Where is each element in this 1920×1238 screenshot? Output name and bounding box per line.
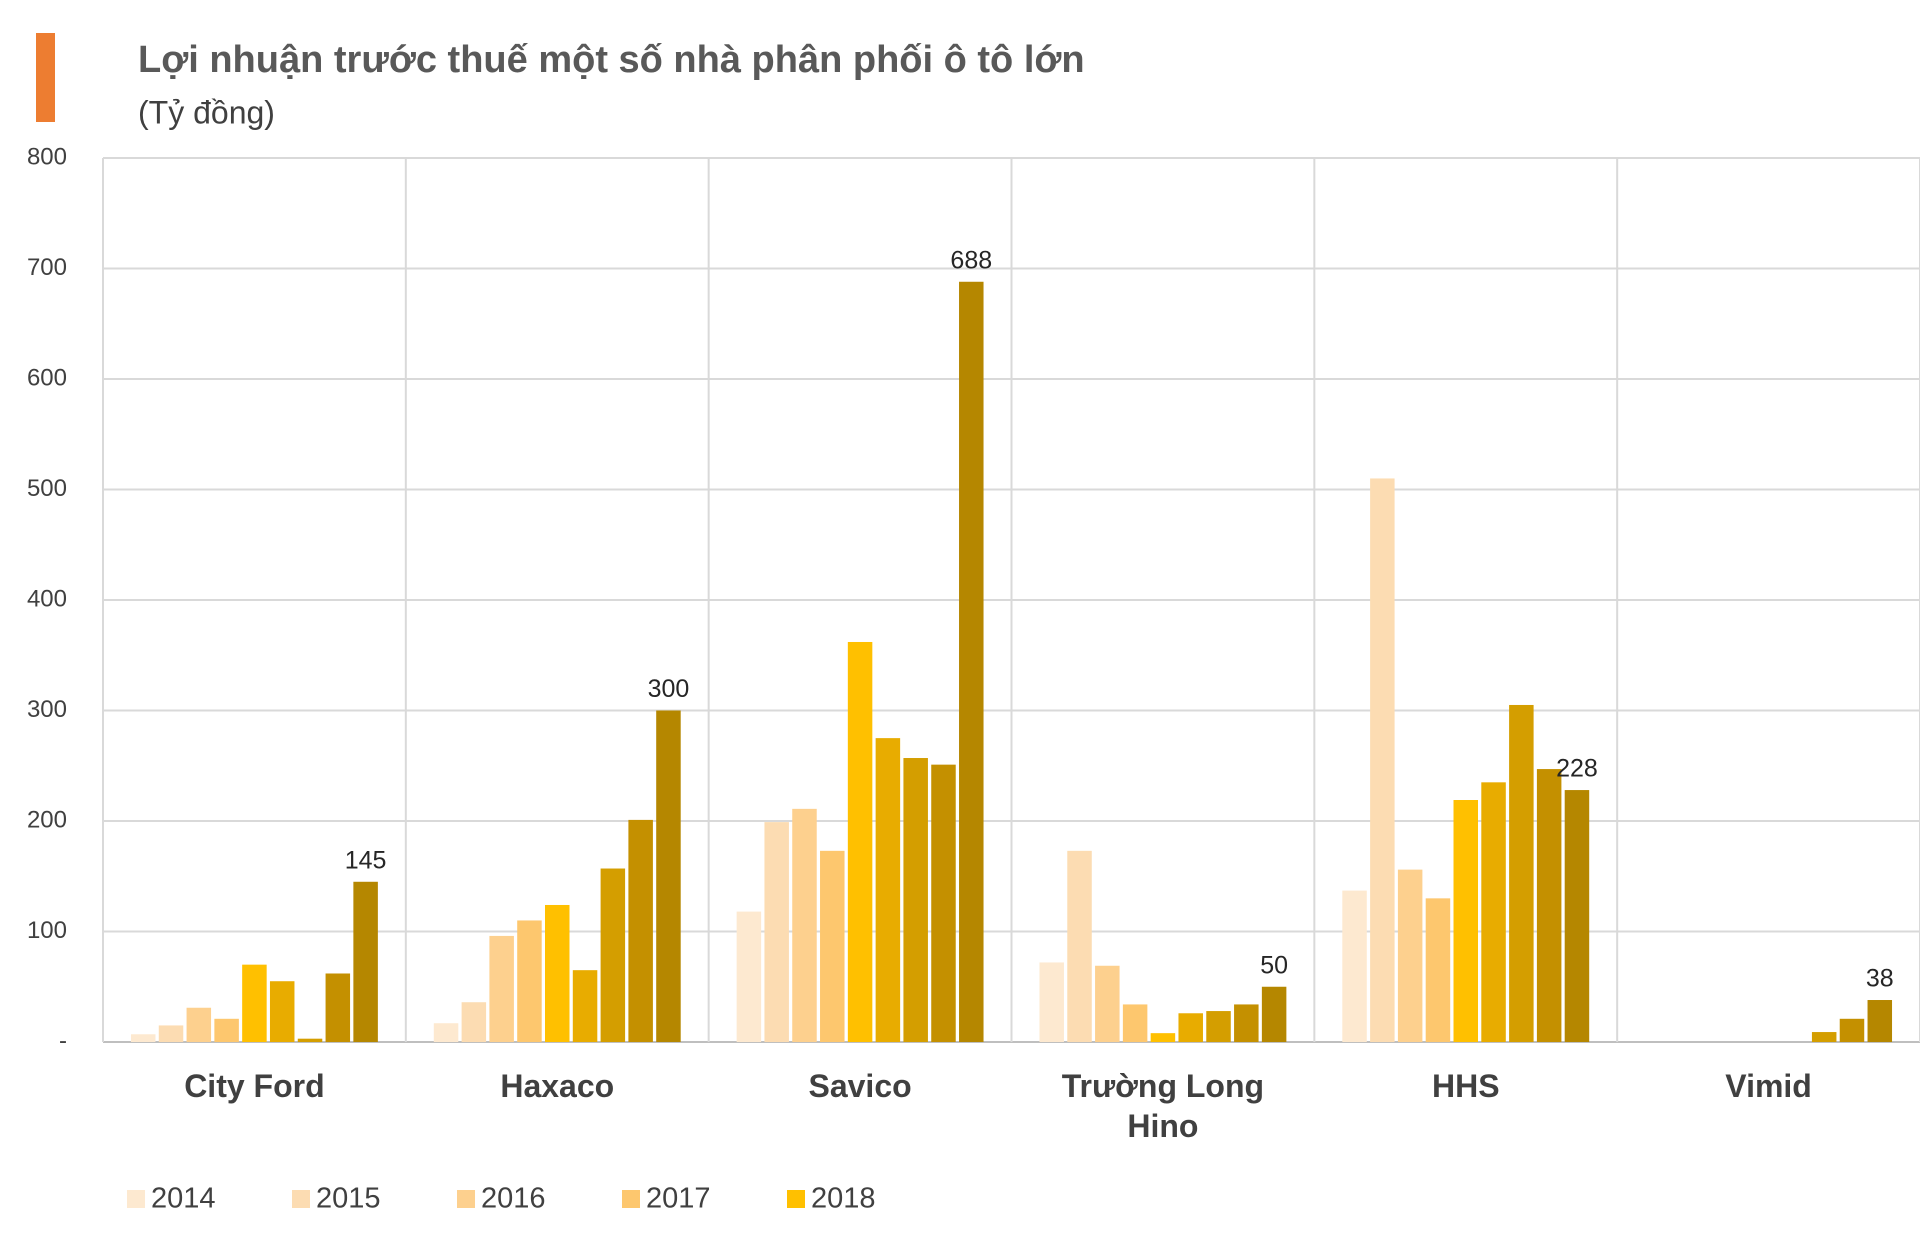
bar <box>1095 965 1120 1042</box>
bar <box>186 1007 212 1042</box>
y-tick-label: 800 <box>27 143 67 170</box>
bar <box>1453 800 1478 1042</box>
legend-label: 2018 <box>811 1183 876 1215</box>
bar <box>1234 1004 1259 1042</box>
y-tick-label: 100 <box>27 917 67 944</box>
y-tick-label: 600 <box>27 364 67 391</box>
data-label: 228 <box>1556 755 1598 783</box>
bar <box>931 764 956 1042</box>
bar <box>1481 782 1506 1042</box>
bar <box>572 970 598 1042</box>
bar <box>214 1018 239 1042</box>
x-tick-label: Trường Long Hino <box>1061 1068 1265 1144</box>
chart-subtitle: (Tỷ đồng) <box>138 94 275 130</box>
bar <box>353 881 378 1042</box>
bar <box>517 920 542 1042</box>
y-tick-label: 700 <box>27 254 67 281</box>
bar <box>628 819 653 1042</box>
bar <box>847 641 873 1042</box>
x-tick-label: Savico <box>808 1068 912 1104</box>
y-tick-label: 500 <box>27 475 67 502</box>
bar <box>433 1023 459 1042</box>
x-tick-label: Vimid <box>1725 1068 1812 1104</box>
bar <box>820 850 845 1042</box>
bar <box>656 710 681 1042</box>
x-tick-label: Haxaco <box>500 1068 615 1104</box>
legend-swatch <box>787 1190 805 1208</box>
bar <box>1122 1004 1148 1042</box>
bar <box>1425 898 1451 1042</box>
legend-label: 2014 <box>151 1183 216 1215</box>
bar <box>792 808 817 1042</box>
bar <box>461 1002 487 1042</box>
bar <box>1867 1000 1893 1042</box>
legend-swatch <box>457 1190 475 1208</box>
title-accent <box>36 33 55 122</box>
data-label: 145 <box>345 846 387 874</box>
data-label: 50 <box>1260 951 1288 979</box>
bar <box>875 738 901 1042</box>
bar <box>1261 986 1287 1042</box>
bar <box>1150 1033 1176 1042</box>
bar <box>1206 1011 1231 1042</box>
bar <box>158 1025 184 1042</box>
bar <box>1564 790 1590 1042</box>
bar <box>1067 850 1092 1042</box>
bar <box>545 904 570 1042</box>
legend-label: 2016 <box>481 1183 546 1215</box>
legend-label: 2015 <box>316 1183 381 1215</box>
bar <box>1509 704 1534 1042</box>
bar <box>1342 890 1367 1042</box>
legend-label: 2017 <box>646 1183 711 1215</box>
bar <box>242 964 267 1042</box>
y-tick-label: - <box>59 1027 67 1054</box>
bar <box>297 1038 323 1042</box>
bar <box>489 935 514 1042</box>
bar <box>903 758 928 1042</box>
y-tick-label: 400 <box>27 585 67 612</box>
bar <box>325 973 351 1042</box>
chart-title: Lợi nhuận trước thuế một số nhà phân phố… <box>138 39 1085 81</box>
bar <box>600 868 626 1042</box>
legend-swatch <box>292 1190 310 1208</box>
bar <box>1397 869 1423 1042</box>
x-tick-label: City Ford <box>184 1068 325 1104</box>
bar <box>1178 1013 1203 1042</box>
y-tick-label: 200 <box>27 806 67 833</box>
bar <box>130 1034 156 1042</box>
bar <box>1370 478 1395 1042</box>
bar <box>959 281 984 1042</box>
data-label: 300 <box>648 675 690 703</box>
legend-swatch <box>127 1190 145 1208</box>
bar <box>764 822 789 1042</box>
bar <box>1536 769 1562 1042</box>
data-label: 688 <box>950 246 992 274</box>
bar <box>1839 1018 1865 1042</box>
bar <box>1039 962 1064 1042</box>
x-tick-label: HHS <box>1431 1068 1500 1104</box>
bar <box>1811 1032 1837 1042</box>
bar <box>269 981 295 1042</box>
bar <box>736 911 762 1042</box>
y-tick-label: 300 <box>27 696 67 723</box>
legend-swatch <box>622 1190 640 1208</box>
data-label: 38 <box>1866 965 1894 993</box>
